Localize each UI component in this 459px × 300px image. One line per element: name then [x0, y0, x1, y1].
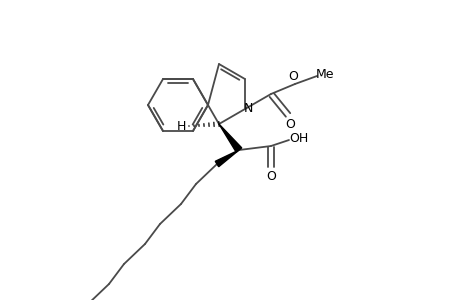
Polygon shape — [215, 150, 239, 167]
Text: OH: OH — [289, 131, 308, 145]
Text: O: O — [265, 169, 275, 182]
Text: Me: Me — [315, 68, 334, 80]
Text: O: O — [285, 118, 294, 130]
Polygon shape — [218, 124, 241, 152]
Text: N: N — [243, 101, 252, 115]
Text: H: H — [176, 119, 185, 133]
Text: O: O — [287, 70, 297, 83]
